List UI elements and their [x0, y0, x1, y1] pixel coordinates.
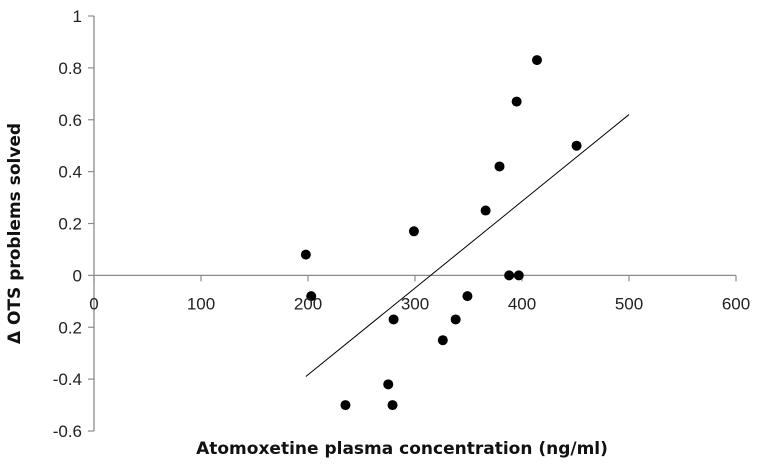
data-point [383, 379, 394, 390]
y-tick-label: 1 [73, 7, 82, 26]
data-point [450, 314, 461, 325]
x-tick-label: 600 [722, 294, 750, 313]
data-point [306, 291, 317, 302]
y-tick-label: 0.2 [58, 215, 82, 234]
trendline-group [305, 114, 630, 377]
y-tick-label: -0.4 [53, 370, 82, 389]
data-point [531, 55, 542, 66]
data-point [513, 270, 524, 281]
x-tick-label: 0 [89, 294, 98, 313]
tick-labels: -0.6 -0.4 0.2 0 0.2 0.4 0.6 0.8 1 0 100 200 300 400 50… [53, 7, 750, 441]
x-tick-label: 200 [294, 294, 322, 313]
y-tick-label: 0.6 [58, 111, 82, 130]
data-point [511, 96, 522, 107]
data-point [504, 270, 515, 281]
data-point [408, 226, 419, 237]
x-tick-label: 500 [615, 294, 643, 313]
x-tick-label: 100 [187, 294, 215, 313]
data-point [387, 400, 398, 411]
data-point [388, 314, 399, 325]
data-point [462, 291, 473, 302]
data-point [437, 335, 448, 346]
data-point [480, 205, 491, 216]
x-tick-label: 300 [401, 294, 429, 313]
data-point [300, 249, 311, 260]
data-point [494, 161, 505, 172]
trendline [305, 114, 630, 377]
x-axis-title: Atomoxetine plasma concentration (ng/ml) [196, 439, 608, 459]
data-point [340, 400, 351, 411]
y-axis-title: Δ OTS problems solved [5, 123, 25, 344]
y-tick-label: -0.6 [53, 422, 82, 441]
y-tick-label: 0.8 [58, 59, 82, 78]
y-tick-label: 0.2 [58, 318, 82, 337]
y-tick-label: 0 [73, 266, 82, 285]
axes [88, 15, 737, 432]
data-points [300, 55, 582, 411]
y-tick-label: 0.4 [58, 163, 82, 182]
data-point [571, 140, 582, 151]
x-tick-label: 400 [508, 294, 536, 313]
